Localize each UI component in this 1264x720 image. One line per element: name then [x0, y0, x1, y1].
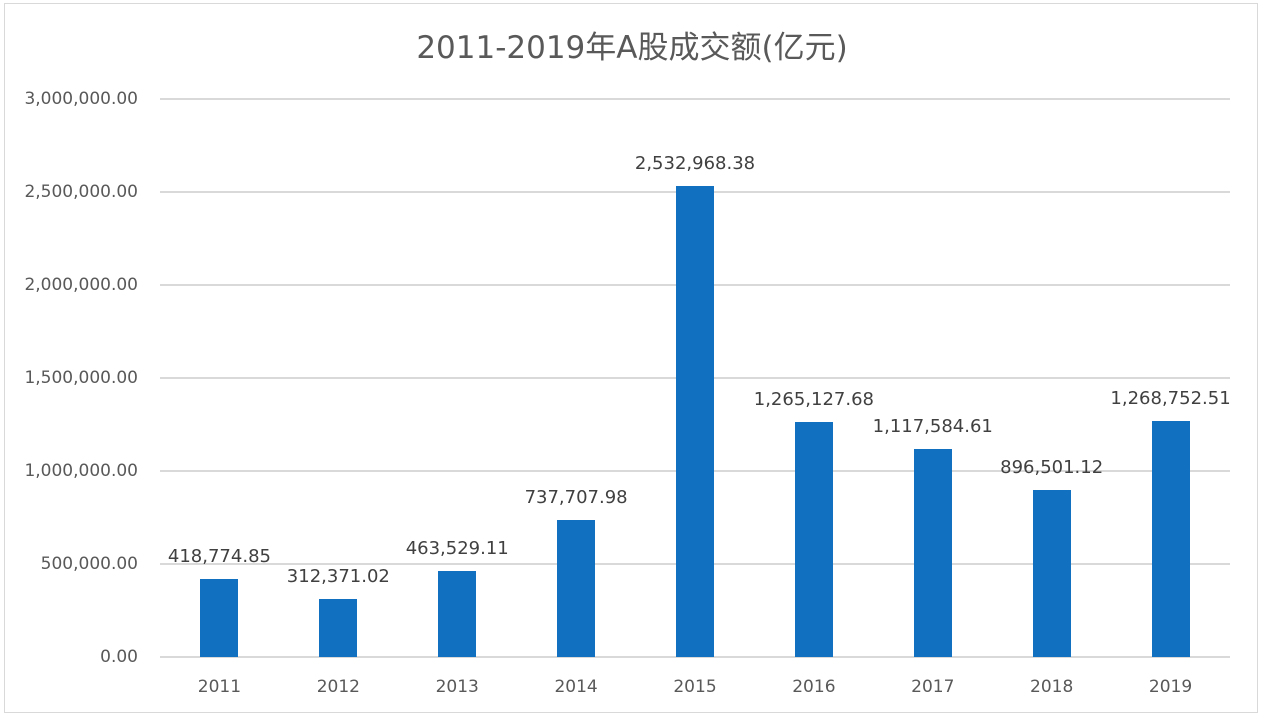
bar-2012 — [319, 598, 358, 657]
data-label: 312,371.02 — [286, 565, 390, 587]
x-axis-tick-label: 2018 — [1030, 677, 1074, 697]
data-label: 418,774.85 — [167, 546, 271, 568]
data-label: 896,501.12 — [1000, 457, 1104, 479]
bar-2018 — [1032, 490, 1071, 657]
y-axis-tick-label: 0.00 — [100, 647, 138, 667]
y-axis-tick-label: 1,000,000.00 — [24, 461, 138, 481]
bar-2011 — [200, 579, 239, 657]
y-axis-tick-label: 500,000.00 — [40, 554, 138, 574]
x-axis-tick-label: 2016 — [792, 677, 836, 697]
chart-title: 2011-2019年A股成交额(亿元) — [416, 30, 848, 66]
x-axis-tick-label: 2017 — [911, 677, 955, 697]
y-axis-tick-label: 2,000,000.00 — [24, 275, 138, 295]
bar-2013 — [438, 570, 477, 657]
data-label: 737,707.98 — [524, 486, 628, 508]
y-axis-tick-label: 3,000,000.00 — [24, 89, 138, 109]
gridline — [160, 656, 1230, 658]
x-axis-tick-label: 2014 — [554, 677, 598, 697]
bar-2016 — [794, 421, 833, 657]
data-label: 1,268,752.51 — [1110, 388, 1231, 409]
bar-2014 — [557, 519, 596, 657]
bar-2015 — [676, 185, 714, 657]
x-axis-tick-label: 2013 — [435, 677, 479, 697]
x-axis-tick-label: 2019 — [1148, 677, 1193, 697]
gridline — [160, 98, 1230, 100]
bar-2017 — [913, 449, 952, 657]
data-label: 1,265,127.68 — [753, 388, 874, 410]
x-axis-tick-label: 2012 — [316, 677, 360, 697]
data-label: 463,529.11 — [405, 537, 509, 559]
x-axis-tick-label: 2011 — [197, 677, 242, 697]
x-axis-tick-label: 2015 — [673, 677, 717, 697]
data-label: 1,117,584.61 — [872, 416, 993, 438]
y-axis-tick-label: 1,500,000.00 — [24, 368, 138, 388]
data-label: 2,532,968.38 — [634, 152, 756, 174]
bar-2019 — [1151, 421, 1190, 657]
y-axis-tick-label: 2,500,000.00 — [24, 182, 138, 202]
